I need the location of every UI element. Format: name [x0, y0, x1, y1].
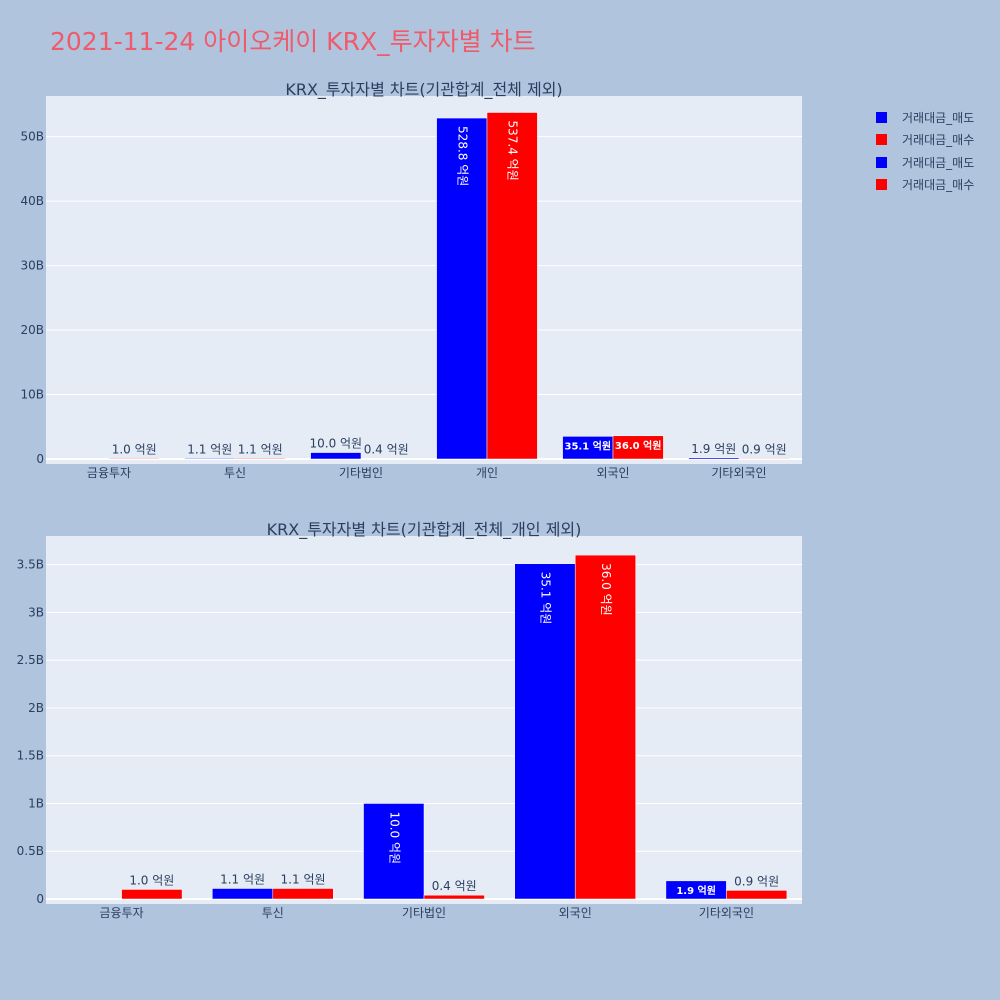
- data-label: 36.0 억원: [615, 439, 662, 452]
- data-label: 36.0 억원: [599, 563, 613, 616]
- data-label: 10.0 억원: [309, 437, 362, 451]
- bar[interactable]: [272, 888, 334, 900]
- chart-title: KRX_투자자별 차트(기관합계_전체 제외): [285, 80, 562, 100]
- bar[interactable]: [184, 458, 236, 460]
- bar[interactable]: [738, 458, 790, 460]
- y-tick-label: 50B: [20, 130, 44, 144]
- legend-label: 거래대금_매수: [902, 178, 975, 193]
- x-tick-label: 금융투자: [100, 906, 144, 920]
- x-tick-label: 외국인: [559, 906, 592, 920]
- bar[interactable]: [612, 435, 664, 460]
- bar[interactable]: [665, 880, 727, 900]
- x-tick-label: 투신: [224, 466, 246, 480]
- y-tick-label: 0: [36, 892, 44, 906]
- y-tick-label: 30B: [20, 259, 44, 273]
- legend-label: 거래대금_매수: [902, 133, 975, 148]
- legend-item[interactable]: 거래대금_매도: [876, 151, 974, 174]
- x-tick-label: 기타외국인: [711, 466, 766, 480]
- x-tick-label: 개인: [476, 466, 498, 480]
- data-label: 537.4 억원: [506, 121, 520, 181]
- data-label: 0.9 억원: [734, 874, 779, 888]
- legend-swatch: [876, 134, 887, 146]
- data-label: 1.1 억원: [187, 442, 232, 456]
- data-label: 1.0 억원: [129, 873, 174, 887]
- legend-item[interactable]: 거래대금_매수: [876, 174, 974, 197]
- legend-swatch: [876, 156, 887, 168]
- y-tick-label: 3B: [28, 605, 44, 619]
- bar[interactable]: [121, 889, 183, 900]
- y-tick-label: 2.5B: [17, 653, 44, 667]
- legend: 거래대금_매도 거래대금_매수 거래대금_매도 거래대금_매수: [876, 106, 974, 196]
- legend-item[interactable]: 거래대금_매도: [876, 106, 974, 129]
- data-label: 1.9 억원: [691, 442, 736, 456]
- legend-item[interactable]: 거래대금_매수: [876, 129, 974, 152]
- bar[interactable]: [514, 563, 576, 900]
- data-label: 1.1 억원: [281, 872, 326, 886]
- data-label: 528.8 억원: [455, 126, 469, 186]
- x-tick-label: 금융투자: [87, 466, 131, 480]
- x-tick-label: 기타법인: [402, 906, 446, 920]
- y-tick-label: 20B: [20, 323, 44, 337]
- y-tick-label: 3.5B: [17, 558, 44, 572]
- y-tick-label: 2B: [28, 701, 44, 715]
- x-tick-label: 외국인: [596, 466, 629, 480]
- bar[interactable]: [234, 458, 286, 460]
- y-tick-label: 40B: [20, 194, 44, 208]
- data-label: 0.9 억원: [742, 442, 787, 456]
- legend-label: 거래대금_매도: [902, 155, 975, 170]
- x-tick-label: 투신: [262, 906, 284, 920]
- data-label: 1.9 억원: [676, 884, 716, 897]
- y-tick-label: 1B: [28, 796, 44, 810]
- data-label: 35.1 억원: [565, 439, 612, 452]
- page-title: 2021-11-24 아이오케이 KRX_투자자별 차트: [50, 27, 536, 56]
- y-tick-label: 1.5B: [17, 749, 44, 763]
- bar[interactable]: [726, 890, 788, 900]
- bar[interactable]: [574, 554, 636, 900]
- data-label: 0.4 억원: [432, 879, 477, 893]
- data-label: 1.1 억원: [238, 442, 283, 456]
- y-tick-label: 0: [36, 452, 44, 466]
- bar[interactable]: [688, 457, 740, 460]
- x-tick-label: 기타법인: [339, 466, 383, 480]
- bar[interactable]: [310, 452, 362, 460]
- legend-swatch: [876, 179, 887, 191]
- bar[interactable]: [108, 458, 160, 460]
- data-label: 35.1 억원: [538, 572, 552, 625]
- chart-title: KRX_투자자별 차트(기관합계_전체_개인 제외): [267, 520, 582, 540]
- bar[interactable]: [486, 112, 538, 460]
- data-label: 10.0 억원: [387, 811, 401, 864]
- data-label: 1.1 억원: [220, 872, 265, 886]
- bar[interactable]: [423, 894, 485, 900]
- x-tick-label: 기타외국인: [699, 906, 754, 920]
- data-label: 0.4 억원: [364, 443, 409, 457]
- data-label: 1.0 억원: [112, 442, 157, 456]
- legend-swatch: [876, 111, 887, 123]
- plot-area: [46, 96, 802, 464]
- y-tick-label: 10B: [20, 388, 44, 402]
- bar[interactable]: [212, 888, 274, 900]
- legend-label: 거래대금_매도: [902, 110, 975, 125]
- y-tick-label: 0.5B: [17, 844, 44, 858]
- bar[interactable]: [363, 803, 425, 900]
